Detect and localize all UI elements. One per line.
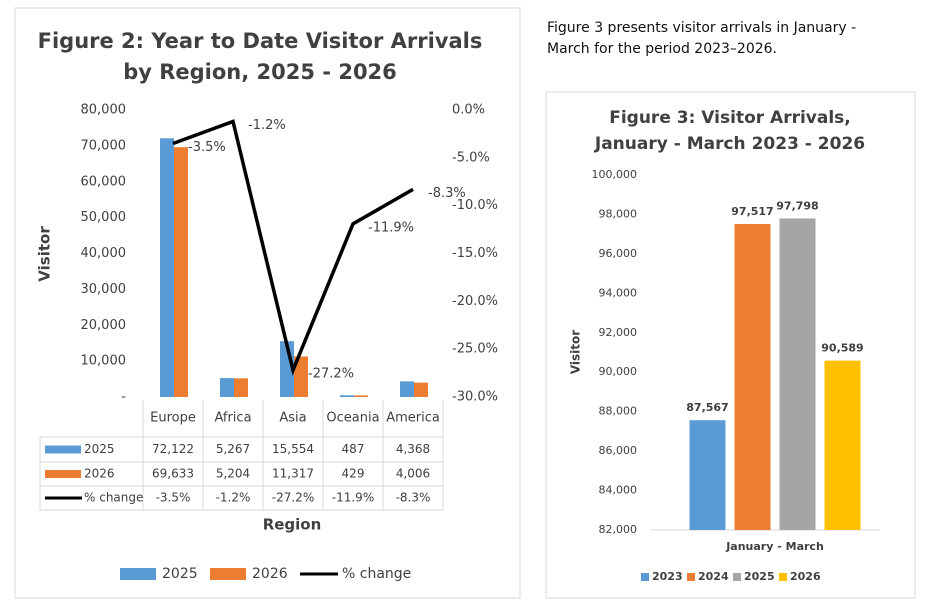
y2-tick-label: -10.0% (452, 198, 498, 213)
data-label: -8.3% (428, 186, 466, 201)
bar (779, 218, 816, 530)
legend-label: % change (342, 566, 411, 582)
chart-title: by Region, 2025 - 2026 (123, 60, 397, 84)
bar (340, 395, 354, 397)
y-tick-label: 88,000 (599, 405, 638, 418)
legend-key (733, 573, 741, 581)
table-cell: 4,006 (396, 467, 430, 481)
data-label: -11.9% (368, 220, 414, 235)
y-tick-label: 82,000 (599, 523, 638, 536)
legend-label: 2026 (790, 570, 821, 583)
y-tick-label: 84,000 (599, 484, 638, 497)
x-axis-title: Region (263, 516, 322, 534)
y-axis-title: Visitor (569, 330, 583, 374)
y2-tick-label: -15.0% (452, 246, 498, 261)
y-tick-label: 50,000 (81, 210, 127, 225)
table-legend-key (45, 445, 81, 454)
bar (400, 381, 414, 397)
y-axis-title: Visitor (36, 226, 54, 282)
table-cell: 5,204 (216, 467, 250, 481)
bar (689, 420, 726, 530)
y-tick-label: 94,000 (599, 286, 638, 299)
y-tick-label: 40,000 (81, 246, 127, 261)
bar (234, 378, 248, 397)
y-tick-label: 98,000 (599, 207, 638, 220)
data-label: 90,589 (821, 342, 863, 355)
y2-tick-label: -20.0% (452, 294, 498, 309)
bar (294, 356, 308, 397)
table-series-name: 2026 (84, 467, 115, 481)
chart-title: Figure 2: Year to Date Visitor Arrivals (38, 29, 483, 53)
table-cell: -11.9% (332, 491, 374, 505)
legend-label: 2024 (698, 570, 729, 583)
y-tick-label: 20,000 (81, 318, 127, 333)
legend-label: 2025 (162, 566, 198, 582)
data-label: -3.5% (188, 140, 226, 155)
table-cell: -3.5% (156, 491, 191, 505)
x-tick-label: January - March (725, 540, 824, 553)
table-cell: -1.2% (216, 491, 251, 505)
y-tick-label: 96,000 (599, 247, 638, 260)
line (172, 119, 414, 376)
panel (14, 7, 521, 599)
y-tick-label: 86,000 (599, 444, 638, 457)
bar (734, 223, 771, 530)
y-tick-label: 90,000 (599, 365, 638, 378)
table-cell: 4,368 (396, 442, 430, 456)
table-cell: 5,267 (216, 442, 250, 456)
legend-key (641, 573, 649, 581)
x-tick-label: America (386, 411, 440, 426)
bar (354, 395, 368, 397)
legend-key (120, 568, 156, 580)
legend-key (210, 568, 246, 580)
legend-label: 2023 (652, 570, 683, 583)
data-label: -27.2% (308, 367, 354, 382)
y2-tick-label: -25.0% (452, 342, 498, 357)
bar (160, 138, 174, 397)
caption: Figure 3 presents visitor arrivals in Ja… (547, 20, 857, 57)
data-label: 87,567 (686, 401, 728, 414)
table-cell: 72,122 (152, 442, 194, 456)
data-label: -1.2% (248, 118, 286, 133)
y-tick-label: 80,000 (81, 103, 127, 118)
table-legend-key (45, 470, 81, 478)
y-tick-label: 100,000 (592, 168, 638, 181)
table-cell: -8.3% (396, 491, 431, 505)
chart-title: Figure 3: Visitor Arrivals, (609, 108, 851, 128)
y-tick-label: 30,000 (81, 282, 127, 297)
bar (174, 147, 188, 397)
data-label: 97,517 (731, 205, 773, 218)
legend-label: 2025 (744, 570, 775, 583)
x-tick-label: Africa (214, 411, 251, 426)
table-series-name: 2025 (84, 442, 115, 456)
y2-tick-label: -5.0% (452, 150, 490, 165)
x-tick-label: Europe (150, 411, 196, 426)
chart-title: January - March 2023 - 2026 (594, 134, 865, 154)
bar (824, 360, 861, 530)
table-cell: 15,554 (272, 442, 314, 456)
table-cell: -27.2% (272, 491, 314, 505)
y-tick-label: 70,000 (81, 138, 127, 153)
legend-key (779, 573, 787, 581)
table-cell: 11,317 (272, 467, 314, 481)
y2-tick-label: -30.0% (452, 390, 498, 405)
legend-key (687, 573, 695, 581)
table-cell: 69,633 (152, 467, 194, 481)
y-tick-label: 10,000 (81, 354, 127, 369)
y-tick-label: - (121, 390, 126, 405)
bar (220, 378, 234, 397)
table-series-name: % change (84, 491, 143, 505)
y-tick-label: 92,000 (599, 326, 638, 339)
x-tick-label: Oceania (326, 411, 379, 426)
y-tick-label: 60,000 (81, 174, 127, 189)
table-cell: 487 (342, 442, 365, 456)
table-cell: 429 (342, 467, 365, 481)
bar (414, 382, 428, 397)
y2-tick-label: 0.0% (452, 103, 485, 118)
data-label: 97,798 (776, 199, 818, 212)
x-tick-label: Asia (279, 411, 306, 426)
legend-label: 2026 (252, 566, 288, 582)
